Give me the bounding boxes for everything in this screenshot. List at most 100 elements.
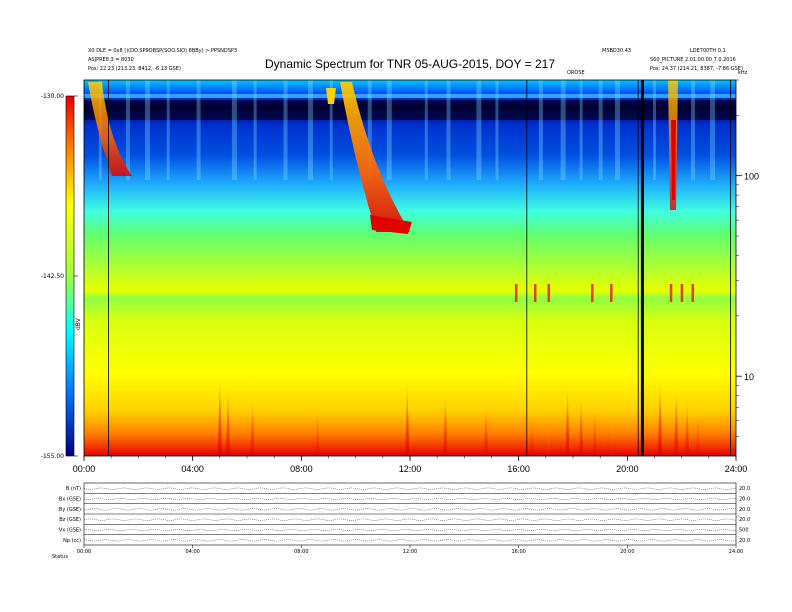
orbit-label: OROSE: [567, 70, 585, 76]
light-band: [84, 94, 736, 98]
streak: [691, 80, 696, 180]
x-axis: 00:00 04:00 08:00 12:00 16:00 20:00 24:00: [73, 456, 748, 474]
panel-x-tick-label: 16:00: [511, 549, 525, 555]
spike: [695, 411, 700, 456]
spike: [217, 370, 222, 456]
burst-drifting-1-core: [370, 215, 412, 234]
spike: [674, 385, 679, 456]
streak: [495, 80, 499, 180]
dark-band: [84, 100, 736, 120]
colorbar-tick-label: -142.50: [41, 273, 64, 280]
streak: [424, 80, 428, 180]
streak: [329, 80, 333, 180]
burst-drifting-2-core: [671, 120, 676, 200]
spike: [405, 375, 410, 456]
colorbar-label: dBV: [75, 317, 82, 330]
spectrogram-background: [84, 80, 736, 456]
panel-row-label: B (nT): [66, 486, 81, 492]
solar-wind-panels: B (nT) 20.0 Bx (GSE) 20.0 By (GSE) 20.0 Bz (GS…: [52, 482, 750, 560]
streak: [144, 80, 150, 180]
colorbar-ticks: -130.00 -142.50 -155.00: [41, 93, 78, 460]
spike-mid: [669, 284, 673, 302]
panel-row-label: By (GSE): [59, 507, 81, 513]
spike: [606, 419, 611, 456]
streak: [307, 80, 313, 180]
burst-small: [326, 88, 336, 104]
panel-row-value: 20.0: [739, 497, 750, 503]
colorbar-tick-label: -155.00: [41, 453, 64, 460]
burst-drifting-0: [88, 82, 132, 176]
spike-mid: [591, 284, 594, 302]
spike-mid: [610, 284, 613, 302]
streak: [476, 80, 482, 180]
spike: [443, 388, 448, 456]
spike: [565, 380, 570, 456]
spike-mid: [514, 284, 518, 302]
spike: [380, 422, 385, 456]
header-left-line-1: X0 DLE = 0x8 ()(DO.SP9OBSP(SOO.SIO) 8BBy…: [88, 48, 237, 54]
panels-corner-label: Status: [52, 554, 68, 560]
spike: [546, 427, 551, 456]
panel-row-label: Bz (GSE): [59, 517, 81, 523]
panel-x-tick-label: 08:00: [294, 549, 308, 555]
streak: [614, 80, 620, 180]
panel-row-label: Np (cc): [63, 538, 81, 544]
streak: [653, 80, 656, 180]
colorbar-tick-label: -130.00: [41, 93, 64, 100]
x-tick-label: 04:00: [181, 464, 204, 474]
panel-x-tick-label: 20:00: [620, 549, 634, 555]
x-tick-label: 12:00: [399, 464, 422, 474]
spike: [657, 372, 662, 456]
y-axis: 100 10: [736, 79, 759, 437]
y-tick-label: 10: [744, 372, 754, 382]
data-gap: [640, 80, 644, 456]
x-tick-label: 00:00: [73, 464, 96, 474]
header-left-line-3: Pos: 22.23 (213.23, 8412, -6.13 GSE): [88, 66, 181, 72]
spike: [250, 396, 255, 456]
right-corner-label: kHz: [738, 70, 748, 76]
header-right-line-3: S60_PICTURE 2.01.00.00 7.0.2016: [650, 57, 736, 63]
panel-x-tick-label: 00:00: [77, 549, 91, 555]
panel-row-value: 20.0: [739, 507, 750, 513]
low-frequency-spikes: [217, 284, 717, 456]
spike: [579, 393, 584, 456]
streak: [386, 80, 392, 180]
streak: [367, 80, 372, 180]
spike: [484, 401, 489, 456]
panel-row-value: 20.0: [739, 486, 750, 492]
spike: [225, 383, 230, 456]
streak: [231, 80, 237, 180]
spike-mid: [691, 284, 695, 302]
vertical-markers: [108, 80, 731, 456]
panel-x-tick-label: 04:00: [185, 549, 199, 555]
chart-title: Dynamic Spectrum for TNR 05-AUG-2015, DO…: [265, 57, 555, 71]
spike-mid: [680, 284, 684, 302]
y-tick-label: 100: [744, 172, 759, 182]
streak: [579, 80, 583, 180]
header-left-line-2: ASJPRE8 3 = 8030: [88, 57, 134, 63]
streak: [598, 80, 603, 180]
x-tick-label: 24:00: [725, 464, 748, 474]
spike: [685, 398, 690, 456]
spike: [530, 414, 535, 456]
x-tick-label: 16:00: [507, 464, 530, 474]
streak: [283, 80, 288, 180]
spike: [592, 406, 597, 456]
spike: [315, 409, 320, 456]
streak: [166, 80, 170, 180]
burst-drifting-1: [340, 82, 410, 232]
streak: [538, 80, 543, 180]
colorbar: [65, 95, 75, 457]
streak: [710, 80, 716, 180]
panel-row-label: Vx (GSE): [59, 528, 81, 534]
panel-x-tick-label: 12:00: [403, 549, 417, 555]
spike: [712, 424, 717, 456]
spectrogram: [83, 79, 737, 457]
streak: [196, 80, 201, 180]
spike-mid: [533, 284, 537, 302]
header-right-line-1: MSBD30.43: [602, 48, 631, 54]
streak: [560, 80, 566, 180]
streak: [446, 80, 451, 180]
panel-row-value: 20.0: [739, 517, 750, 523]
